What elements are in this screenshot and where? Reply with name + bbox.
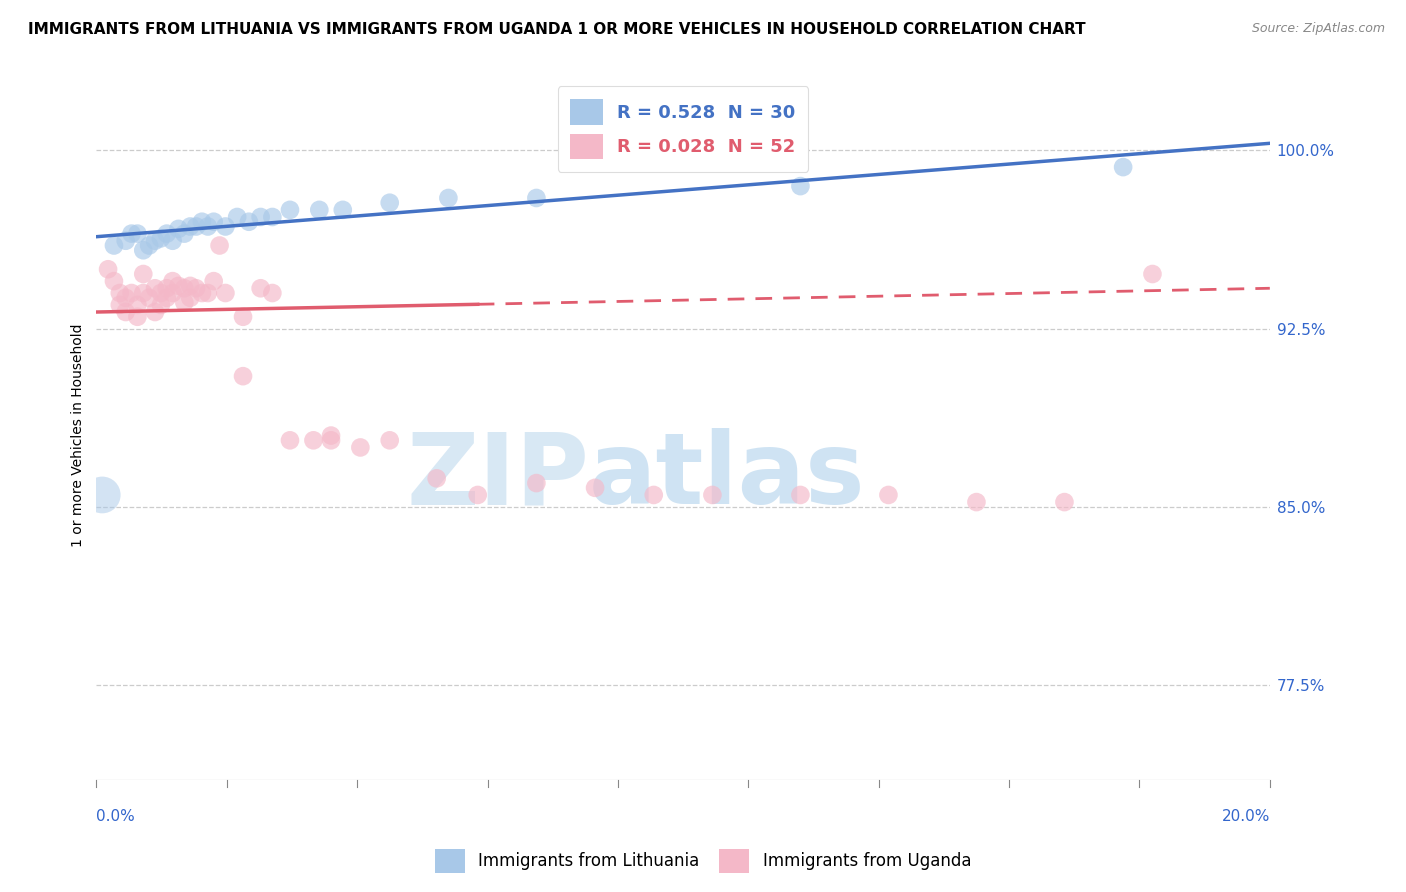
Point: [103, 238, 125, 252]
Point: [156, 281, 179, 295]
Point: [789, 179, 811, 194]
Point: [184, 219, 207, 234]
Point: [156, 227, 179, 241]
Point: [583, 481, 606, 495]
Point: [149, 285, 172, 300]
Point: [179, 279, 201, 293]
Y-axis label: 1 or more Vehicles in Household: 1 or more Vehicles in Household: [72, 324, 86, 548]
Point: [262, 210, 284, 224]
Text: ZIP: ZIP: [406, 428, 589, 525]
Point: [789, 488, 811, 502]
Point: [121, 227, 143, 241]
Text: 0.0%: 0.0%: [97, 808, 135, 823]
Point: [965, 495, 987, 509]
Point: [467, 488, 489, 502]
Point: [302, 434, 325, 448]
Point: [249, 210, 271, 224]
Point: [214, 219, 236, 234]
Point: [173, 281, 195, 295]
Point: [162, 285, 184, 300]
Point: [702, 488, 724, 502]
Point: [191, 285, 214, 300]
Point: [127, 227, 149, 241]
Point: [127, 310, 149, 324]
Point: [1053, 495, 1076, 509]
Text: 20.0%: 20.0%: [1222, 808, 1270, 823]
Point: [226, 210, 249, 224]
Point: [97, 262, 120, 277]
Point: [877, 488, 900, 502]
Point: [1142, 267, 1164, 281]
Point: [132, 244, 155, 258]
Point: [378, 434, 401, 448]
Point: [262, 285, 284, 300]
Point: [197, 219, 219, 234]
Text: Source: ZipAtlas.com: Source: ZipAtlas.com: [1251, 22, 1385, 36]
Point: [143, 281, 166, 295]
Point: [173, 227, 195, 241]
Point: [184, 281, 207, 295]
Point: [149, 231, 172, 245]
Point: [103, 274, 125, 288]
Point: [121, 285, 143, 300]
Point: [132, 285, 155, 300]
Point: [138, 238, 160, 252]
Point: [108, 298, 131, 312]
Point: [308, 202, 330, 217]
Point: [232, 310, 254, 324]
Text: atlas: atlas: [589, 428, 866, 525]
Point: [114, 305, 136, 319]
Point: [162, 234, 184, 248]
Point: [378, 195, 401, 210]
Point: [91, 488, 114, 502]
Point: [426, 471, 449, 485]
Point: [138, 291, 160, 305]
Point: [238, 215, 260, 229]
Point: [197, 285, 219, 300]
Point: [526, 191, 548, 205]
Point: [127, 298, 149, 312]
Point: [162, 274, 184, 288]
Legend: R = 0.528  N = 30, R = 0.028  N = 52: R = 0.528 N = 30, R = 0.028 N = 52: [558, 87, 808, 172]
Point: [156, 291, 179, 305]
Point: [167, 279, 190, 293]
Text: IMMIGRANTS FROM LITHUANIA VS IMMIGRANTS FROM UGANDA 1 OR MORE VEHICLES IN HOUSEH: IMMIGRANTS FROM LITHUANIA VS IMMIGRANTS …: [28, 22, 1085, 37]
Point: [108, 285, 131, 300]
Point: [349, 441, 371, 455]
Point: [167, 222, 190, 236]
Point: [132, 267, 155, 281]
Point: [278, 434, 301, 448]
Point: [214, 285, 236, 300]
Point: [643, 488, 665, 502]
Point: [202, 274, 225, 288]
Point: [114, 234, 136, 248]
Point: [202, 215, 225, 229]
Point: [114, 291, 136, 305]
Point: [143, 234, 166, 248]
Point: [232, 369, 254, 384]
Point: [526, 476, 548, 491]
Point: [149, 298, 172, 312]
Point: [179, 291, 201, 305]
Point: [1112, 160, 1135, 174]
Point: [191, 215, 214, 229]
Point: [332, 202, 354, 217]
Point: [249, 281, 271, 295]
Legend: Immigrants from Lithuania, Immigrants from Uganda: Immigrants from Lithuania, Immigrants fr…: [427, 842, 979, 880]
Point: [173, 295, 195, 310]
Point: [319, 428, 342, 442]
Point: [437, 191, 460, 205]
Point: [319, 434, 342, 448]
Point: [179, 219, 201, 234]
Point: [143, 305, 166, 319]
Point: [208, 238, 231, 252]
Point: [278, 202, 301, 217]
